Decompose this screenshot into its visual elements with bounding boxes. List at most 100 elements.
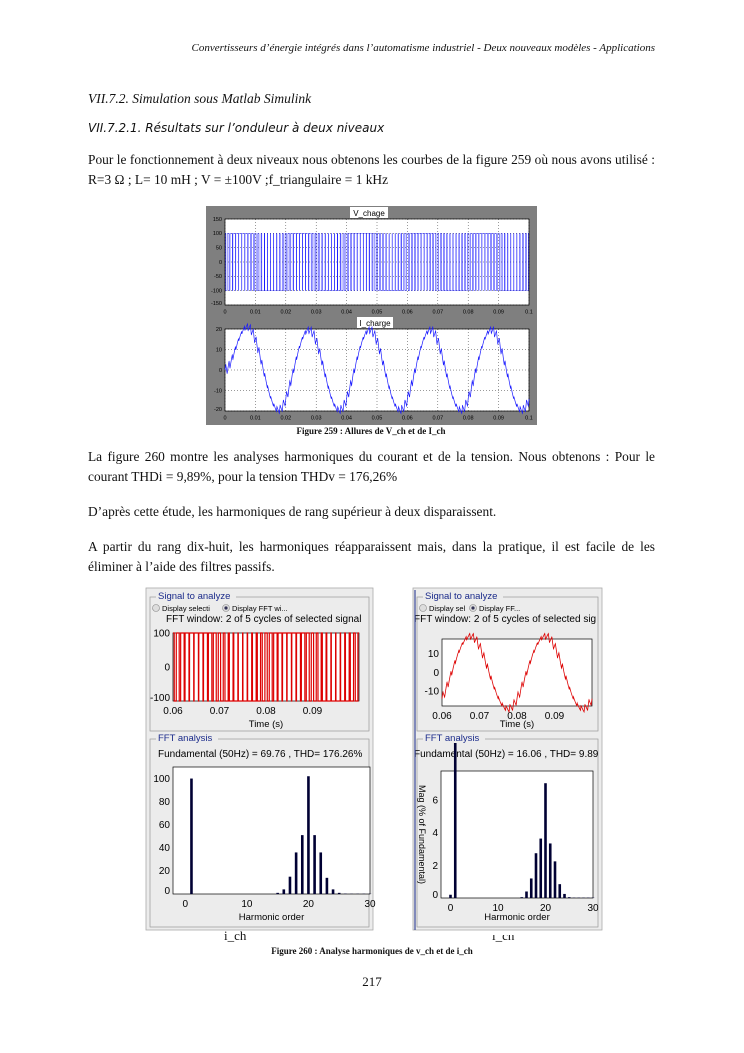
fft-analysis-label: FFT analysis xyxy=(425,733,479,744)
x-tick-label: 0.1 xyxy=(525,416,533,422)
harmonic-bar xyxy=(529,878,533,898)
y-tick-label: -10 xyxy=(425,686,440,697)
x-tick-label: 0.06 xyxy=(432,711,452,722)
y-tick-label: 0 xyxy=(164,662,170,673)
time-axis-label: Time (s) xyxy=(249,719,283,730)
groupbox-label-bg xyxy=(423,591,503,601)
x-tick-label: 0.04 xyxy=(341,310,352,316)
x-tick-label: 0.1 xyxy=(525,310,533,316)
y-tick-label: -150 xyxy=(211,301,222,307)
radio-display-selected xyxy=(419,604,427,612)
x-tick-label: 0.05 xyxy=(372,416,383,422)
x-tick-label: 0.01 xyxy=(250,310,261,316)
x-tick-label: 0.08 xyxy=(463,310,474,316)
fft-analysis-label: FFT analysis xyxy=(158,733,212,744)
radio-display-selected xyxy=(152,604,160,612)
y-tick-label: -100 xyxy=(211,289,222,295)
signal-groupbox xyxy=(416,596,599,732)
x-tick-label: 0.07 xyxy=(432,310,443,316)
y-tick-label: 10 xyxy=(428,649,440,660)
fft-window-text: FFT window: 2 of 5 cycles of selected si… xyxy=(166,614,361,625)
y-tick-label: -10 xyxy=(214,388,222,394)
y-tick-label: 60 xyxy=(159,820,171,831)
x-tick-label: 0.09 xyxy=(493,416,504,422)
x-tick-label: 0.07 xyxy=(210,706,230,717)
y-tick-label: 50 xyxy=(216,246,222,252)
harmonic-bar xyxy=(534,853,538,898)
y-tick-label: 40 xyxy=(159,843,171,854)
y-tick-label: -50 xyxy=(214,274,222,280)
y-tick-label: 0 xyxy=(432,890,438,901)
harmonic-bar xyxy=(544,783,547,898)
y-tick-label: 150 xyxy=(213,217,222,223)
harmonic-order-label: Harmonic order xyxy=(484,912,549,923)
y-tick-label: 2 xyxy=(432,861,438,872)
y-tick-label: 100 xyxy=(153,774,170,785)
harmonic-bar xyxy=(563,893,566,898)
y-tick-label: 100 xyxy=(153,628,170,639)
x-tick-label: 0.08 xyxy=(507,711,527,722)
y-tick-label: 4 xyxy=(432,828,438,839)
subsection-title: VII.7.2.1. Résultats sur l’onduleur à de… xyxy=(88,121,385,135)
x-tick-label: 0.08 xyxy=(256,706,276,717)
signal-to-analyze-label: Signal to analyze xyxy=(158,591,230,602)
x-tick-label: 10 xyxy=(492,903,504,914)
x-tick-label: 0 xyxy=(448,903,454,914)
groupbox-label-bg xyxy=(156,733,218,743)
x-tick-label: 0.04 xyxy=(341,416,352,422)
harmonic-bar xyxy=(553,861,557,898)
time-axis-label: Time (s) xyxy=(500,719,534,730)
fundamental-thd-text: Fundamental (50Hz) = 16.06 , THD= 9.89 xyxy=(414,749,599,760)
x-tick-label: 0 xyxy=(223,416,226,422)
y-tick-label: 0 xyxy=(433,668,439,679)
harmonic-bar xyxy=(319,852,323,894)
x-tick-label: 0 xyxy=(223,310,226,316)
paragraph-harmonics: D’après cette étude, les harmoniques de … xyxy=(88,504,497,519)
x-tick-label: 0.09 xyxy=(545,711,565,722)
signal-to-analyze-label: Signal to analyze xyxy=(425,591,497,602)
harmonic-bar xyxy=(558,884,562,898)
y-tick-label: 0 xyxy=(219,260,222,266)
harmonic-bar xyxy=(325,877,329,894)
fft-groupbox xyxy=(416,738,599,928)
x-tick-label: 0 xyxy=(183,899,189,910)
x-tick-label: 0.09 xyxy=(493,310,504,316)
v-chage-title-box xyxy=(350,207,388,218)
waveform-4 xyxy=(441,632,593,714)
x-tick-label: 0.09 xyxy=(303,706,323,717)
radio-selected-dot xyxy=(224,606,228,610)
x-tick-label: 0.03 xyxy=(311,310,322,316)
i-charge-title: I_charge xyxy=(359,319,391,328)
radio-display-selected-label: Display sel xyxy=(429,604,466,613)
x-tick-label: 20 xyxy=(303,899,315,910)
radio-selected-dot xyxy=(471,606,475,610)
harmonic-bar xyxy=(307,776,310,894)
harmonic-bar xyxy=(453,743,457,898)
x-tick-label: 0.06 xyxy=(402,416,413,422)
x-tick-label: 0.07 xyxy=(470,711,490,722)
plot-area xyxy=(440,770,594,899)
y-tick-label: 20 xyxy=(159,866,171,877)
harmonic-bar xyxy=(313,835,316,894)
harmonic-bar xyxy=(449,894,452,898)
paragraph-parameters: Pour le fonctionnement à deux niveaux no… xyxy=(88,152,655,187)
plot-area xyxy=(441,638,593,707)
radio-display-selected-label: Display selecti xyxy=(162,604,210,613)
page-number: 217 xyxy=(362,974,382,989)
waveform-0 xyxy=(225,233,529,291)
x-tick-label: 0.02 xyxy=(280,416,291,422)
x-tick-label: 10 xyxy=(241,899,253,910)
harmonic-bar xyxy=(300,835,304,894)
figure-259-caption: Figure 259 : Allures de V_ch et de I_ch xyxy=(296,426,446,436)
harmonic-bar xyxy=(539,838,543,898)
harmonic-bar xyxy=(337,892,341,894)
x-tick-label: 0.02 xyxy=(280,310,291,316)
waveform-1 xyxy=(224,322,530,415)
harmonic-order-label: Harmonic order xyxy=(239,912,304,923)
paragraph-filters: A partir du rang dix-huit, les harmoniqu… xyxy=(88,539,655,574)
waveform-2 xyxy=(173,632,359,702)
harmonic-bar xyxy=(525,891,528,898)
x-tick-label: 0.06 xyxy=(402,310,413,316)
